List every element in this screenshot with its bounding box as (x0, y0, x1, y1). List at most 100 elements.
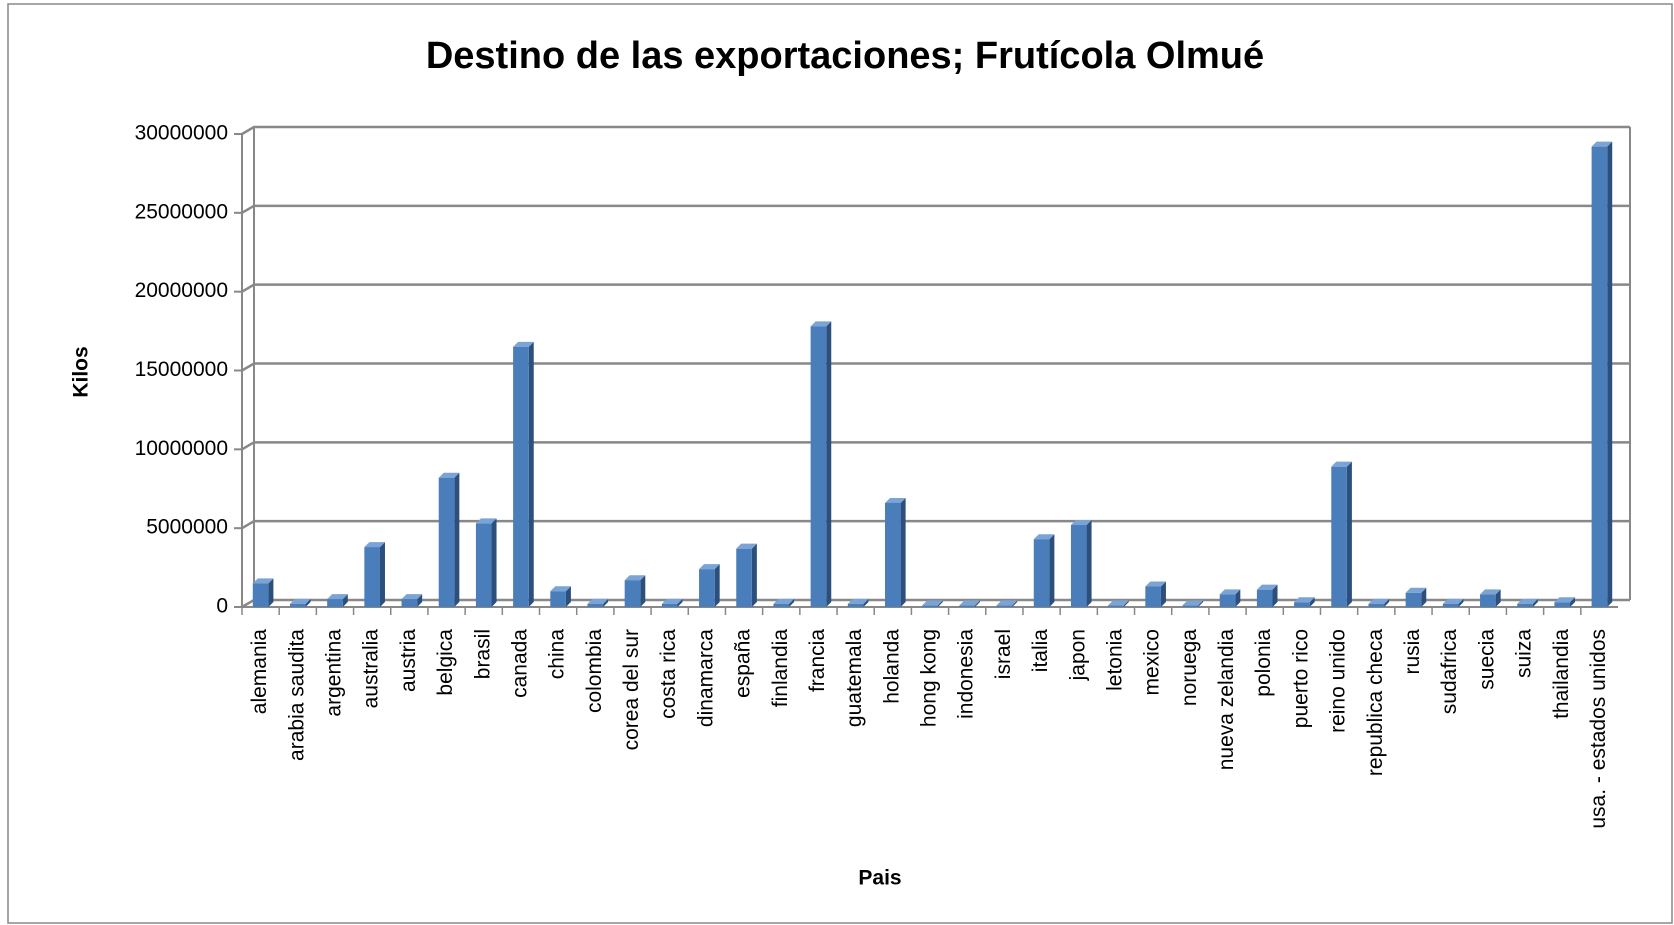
bar-side (268, 578, 274, 607)
x-tick-label: costa rica (657, 629, 680, 719)
bar-top (922, 600, 943, 606)
bar (513, 346, 529, 607)
grid-line (241, 125, 1630, 136)
bar-top (773, 598, 795, 604)
y-tick-label: 30000000 (135, 122, 228, 145)
bar (1070, 525, 1087, 607)
bar-side (342, 594, 348, 607)
bar (1033, 539, 1050, 607)
x-tick-label: argentina (323, 629, 346, 717)
bar-top (1405, 587, 1427, 593)
bar (1405, 592, 1422, 607)
bar-top (1145, 581, 1166, 587)
bar-side (1086, 520, 1092, 607)
bar-top (327, 594, 348, 600)
bar-top (996, 600, 1018, 606)
bar-top (1033, 534, 1055, 540)
bar (1554, 602, 1571, 607)
x-tick-label: usa. - estados unidos (1587, 629, 1610, 829)
bar (1442, 603, 1459, 607)
bar (773, 603, 790, 607)
bar (1145, 586, 1161, 607)
bar-side (640, 575, 646, 607)
bar-side (974, 600, 980, 607)
bar (1256, 589, 1273, 607)
bar-top (1368, 598, 1390, 604)
x-tick-label: nueva zelandia (1215, 629, 1238, 771)
x-tick-label: hong kong (918, 629, 941, 727)
x-tick-label: polonia (1252, 629, 1275, 697)
bar-top (364, 542, 385, 548)
chart-border (7, 3, 1673, 924)
bar-top (661, 598, 683, 604)
x-tick-label: australia (360, 629, 383, 709)
bar-side (379, 542, 385, 607)
x-tick-label: dinamarca (694, 629, 717, 727)
x-tick-label: francia (806, 629, 829, 692)
bar-top (810, 321, 832, 327)
bar-side (1235, 589, 1241, 607)
grid-line (241, 362, 1630, 372)
x-tick-label: sudafrica (1438, 629, 1461, 715)
x-tick-label: arabia saudita (285, 629, 308, 761)
bar-side (789, 598, 795, 607)
bar-top (1182, 600, 1204, 606)
bar-side (1012, 600, 1018, 607)
x-axis-label: Pais (858, 867, 901, 890)
x-tick-label: noruega (1178, 629, 1201, 706)
bar (624, 580, 641, 607)
bar-side (1272, 584, 1278, 607)
bar (810, 326, 827, 607)
x-tick-label: corea del sur (620, 629, 643, 750)
bar-top (401, 594, 423, 600)
x-tick-label: indonesia (955, 629, 978, 719)
bar (364, 547, 380, 607)
bar-top (438, 472, 460, 478)
bar-top (699, 564, 720, 570)
bar-side (491, 518, 497, 607)
bar (959, 605, 975, 607)
bar-top (1256, 584, 1278, 590)
x-tick-label: alemania (248, 629, 271, 715)
bar (438, 477, 455, 607)
x-tick-label: austria (397, 629, 420, 692)
bar-top (959, 600, 980, 606)
bar-side (305, 598, 311, 607)
bar-side (677, 598, 683, 607)
bar (1294, 602, 1310, 607)
x-tick-label: holanda (880, 629, 903, 704)
bar-top (1331, 461, 1352, 467)
bar (885, 502, 901, 607)
x-tick-label: china (546, 629, 569, 680)
x-tick-label: brasil (471, 629, 494, 679)
bar (550, 591, 566, 607)
bar-side (1532, 598, 1538, 607)
x-tick-label: israel (992, 629, 1015, 679)
x-tick-label: canada (508, 629, 531, 698)
bar (847, 603, 864, 607)
bar (401, 599, 418, 607)
bar-top (1294, 597, 1315, 603)
x-tick-label: puerto rico (1289, 629, 1312, 728)
bar-side (751, 543, 757, 607)
bar-top (624, 575, 646, 581)
bar-top (1219, 589, 1241, 595)
bar (1591, 146, 1608, 607)
bar (699, 569, 715, 607)
bar-side (1570, 597, 1576, 607)
bar-side (565, 586, 571, 607)
x-tick-label: finlandia (769, 629, 792, 708)
bar-side (714, 564, 720, 607)
y-tick-label: 0 (216, 595, 228, 618)
bar-side (1123, 600, 1129, 607)
bar-top (513, 341, 534, 347)
x-tick-label: mexico (1141, 629, 1164, 696)
x-tick-label: thailandia (1550, 629, 1573, 719)
grid-line (241, 204, 1630, 214)
bar-side (1384, 598, 1390, 607)
bar (1331, 466, 1347, 607)
bar-side (1346, 461, 1352, 607)
bar-side (900, 497, 906, 607)
x-tick-label: reino unido (1327, 629, 1350, 733)
